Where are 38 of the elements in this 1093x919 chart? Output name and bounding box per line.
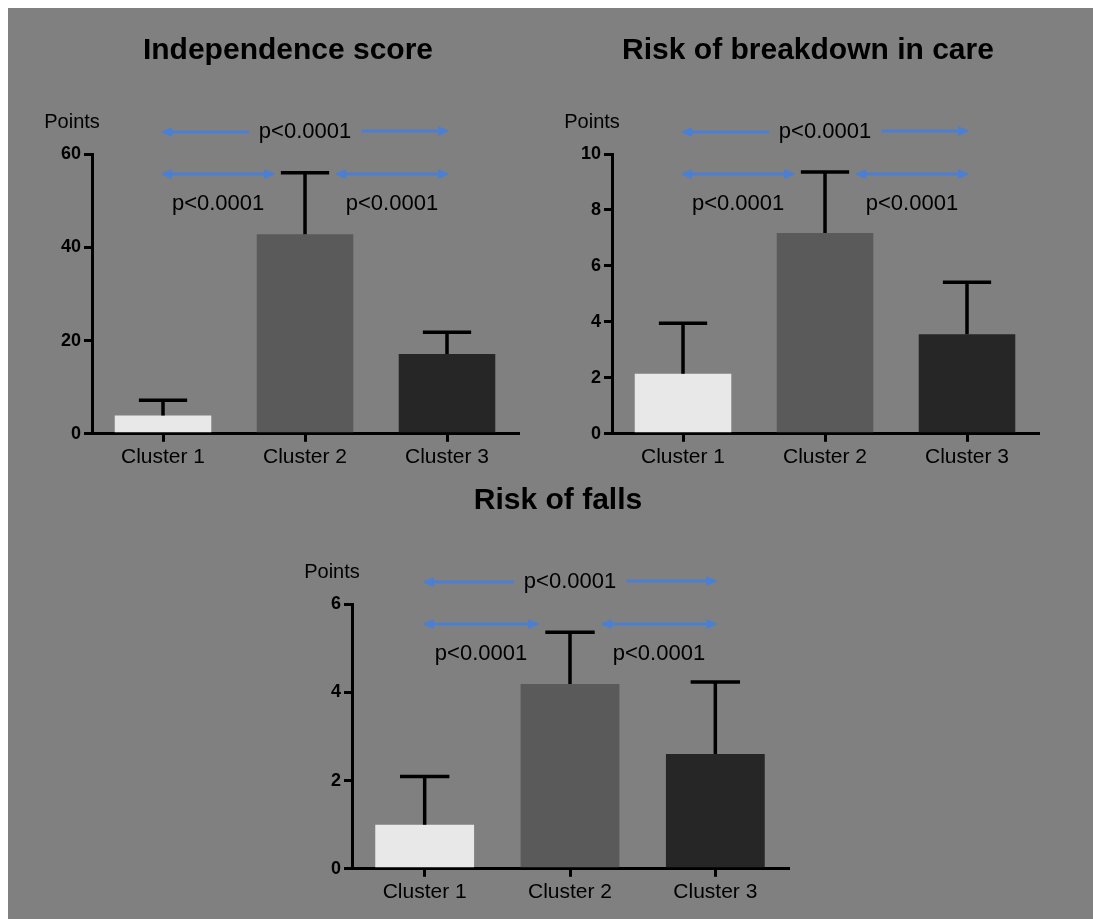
- y-tick-label: 2: [331, 769, 342, 790]
- annotation: p<0.0001: [171, 190, 265, 216]
- annotation: p<0.0001: [345, 190, 439, 216]
- text: p<0.0001: [778, 118, 872, 144]
- y-tick-label: 60: [60, 142, 82, 163]
- x-tick-label: Cluster 1: [121, 444, 206, 468]
- chart-title: Risk of falls: [473, 482, 643, 516]
- y-tick-label: 0: [71, 422, 82, 443]
- y-axis-title: Points: [564, 110, 620, 132]
- annotation: p<0.0001: [691, 190, 785, 216]
- x-tick-label: Cluster 1: [382, 879, 467, 903]
- y-axis-title: Points: [304, 560, 360, 582]
- y-tick-label: 8: [591, 198, 602, 219]
- x-tick-label: Cluster 2: [527, 879, 613, 903]
- text: p<0.0001: [258, 118, 352, 144]
- x-tick-label: Cluster 3: [404, 444, 490, 468]
- y-tick-label: 0: [591, 422, 602, 443]
- chart-title: Independence score: [142, 32, 434, 66]
- y-tick-label: 4: [591, 310, 602, 331]
- annotation: p<0.0001: [865, 190, 959, 216]
- y-tick-label: 4: [331, 681, 342, 702]
- y-tick-label: 0: [331, 857, 342, 878]
- y-tick-label: 10: [580, 142, 602, 163]
- y-tick-label: 40: [60, 236, 82, 257]
- y-tick-label: 6: [331, 592, 342, 613]
- text: p<0.0001: [523, 568, 617, 594]
- chart-title: Risk of breakdown in care: [622, 32, 994, 66]
- y-tick-label: 2: [591, 366, 602, 387]
- y-axis-title: Points: [44, 110, 100, 132]
- x-tick-label: Cluster 3: [673, 879, 758, 903]
- annotation: p<0.0001: [434, 640, 528, 666]
- x-tick-label: Cluster 2: [263, 444, 348, 468]
- y-tick-label: 6: [591, 254, 602, 275]
- x-tick-label: Cluster 3: [924, 444, 1010, 468]
- x-tick-label: Cluster 2: [783, 444, 868, 468]
- x-tick-label: Cluster 1: [641, 444, 726, 468]
- annotation: p<0.0001: [612, 640, 706, 666]
- y-tick-label: 20: [60, 329, 82, 350]
